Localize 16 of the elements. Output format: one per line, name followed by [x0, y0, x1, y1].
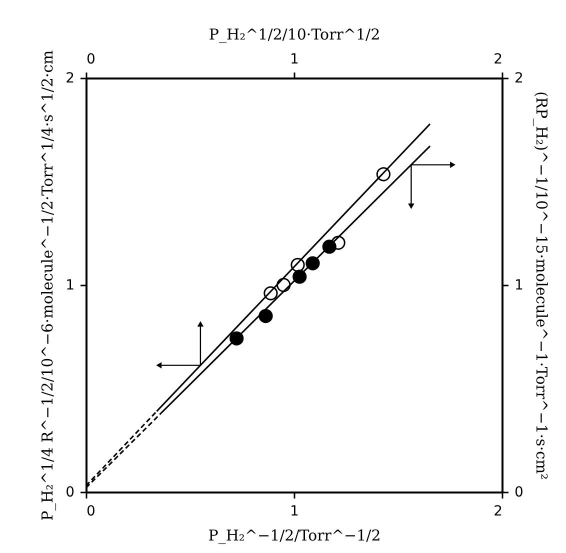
y-tick-label: 2	[66, 70, 74, 86]
x-tick-label: 1	[290, 504, 299, 520]
y2-tick-label: 1	[514, 278, 524, 294]
y2-axis-title: (RP_H₂)^−1/10^−15·molecule^−1·Torr^−1·s·cm²	[532, 91, 550, 480]
y-tick-label: 0	[66, 484, 74, 500]
y2-tick-label: 2	[514, 70, 524, 86]
y2-tick-label: 0	[514, 484, 524, 500]
x2-tick-label: 1	[290, 52, 299, 68]
x2-tick-label: 2	[494, 52, 502, 68]
x-axis-title: P_H₂^−1/2/Torr^−1/2	[208, 526, 381, 544]
x2-axis-title: P_H₂^1/2/10·Torr^1/2	[208, 26, 380, 44]
x-tick-label: 2	[494, 504, 502, 520]
y-axis-title: P_H₂^1/4 R^−1/2/10^−6·molecule^−1/2·Torr^1/4·s^1/2·cm	[38, 50, 57, 521]
x2-tick-label: 0	[86, 52, 96, 68]
x-tick-label: 0	[86, 504, 96, 520]
y-tick-label: 1	[66, 278, 74, 294]
